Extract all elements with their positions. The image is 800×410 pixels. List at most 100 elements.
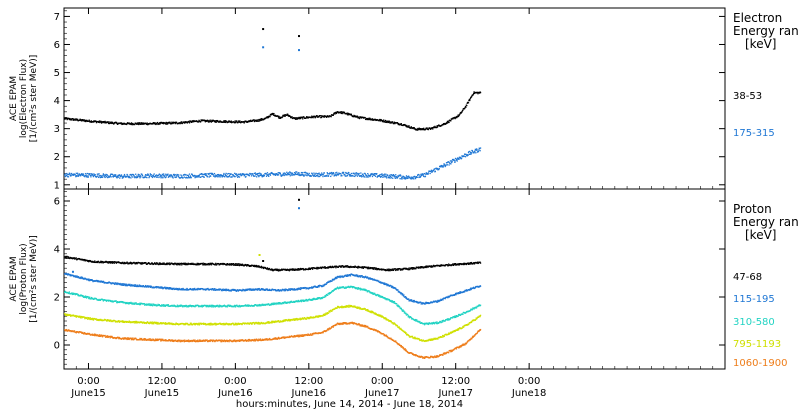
data-point xyxy=(258,175,260,178)
data-point xyxy=(296,171,298,173)
data-point xyxy=(386,120,388,122)
data-point xyxy=(405,312,407,315)
data-point xyxy=(248,175,251,177)
data-point xyxy=(404,177,406,179)
data-point xyxy=(186,174,189,177)
data-point xyxy=(476,148,478,150)
data-point xyxy=(232,173,234,176)
data-point xyxy=(370,173,372,175)
data-point xyxy=(208,120,210,122)
data-point xyxy=(102,173,105,175)
data-point xyxy=(336,112,338,114)
data-point xyxy=(432,128,434,130)
data-point xyxy=(427,266,430,268)
data-point xyxy=(434,170,436,172)
data-point xyxy=(138,303,141,306)
data-point xyxy=(261,289,263,291)
data-point xyxy=(153,262,156,264)
data-point xyxy=(322,284,324,286)
data-point xyxy=(305,287,307,289)
data-point xyxy=(209,119,211,121)
data-point xyxy=(354,275,356,277)
data-point xyxy=(362,173,364,175)
data-point xyxy=(477,93,479,95)
data-point xyxy=(418,176,421,178)
data-point xyxy=(253,264,256,267)
data-point xyxy=(176,304,179,306)
data-point xyxy=(75,257,77,259)
data-point xyxy=(259,174,262,177)
data-point xyxy=(188,173,191,175)
data-point xyxy=(178,122,181,124)
data-point xyxy=(194,176,197,178)
data-point xyxy=(274,268,277,270)
data-point xyxy=(96,280,99,283)
data-point xyxy=(289,268,291,270)
data-point xyxy=(231,264,234,266)
data-point xyxy=(389,175,392,178)
data-point xyxy=(138,174,140,176)
data-point xyxy=(145,176,147,178)
data-point xyxy=(137,173,139,176)
data-point xyxy=(277,172,279,174)
data-point xyxy=(206,120,208,122)
data-point xyxy=(156,263,158,265)
legend-title: Proton xyxy=(733,202,772,216)
data-point xyxy=(109,262,111,264)
data-point xyxy=(126,261,128,263)
data-point xyxy=(377,294,379,296)
data-point xyxy=(223,289,225,292)
data-point xyxy=(475,149,477,151)
data-point xyxy=(265,289,267,291)
data-point xyxy=(79,276,82,279)
data-point xyxy=(294,268,297,270)
data-point xyxy=(286,171,288,173)
data-point xyxy=(164,176,167,179)
data-point xyxy=(414,319,416,322)
data-point xyxy=(465,106,467,108)
data-point xyxy=(122,283,124,285)
data-point xyxy=(257,174,259,177)
data-point xyxy=(404,178,407,180)
data-point xyxy=(144,175,146,177)
data-point xyxy=(128,283,130,285)
data-point xyxy=(107,122,110,125)
data-point xyxy=(218,289,220,291)
data-point xyxy=(235,290,238,292)
data-point xyxy=(477,150,480,153)
data-point xyxy=(473,91,475,93)
data-point xyxy=(180,305,182,307)
data-point xyxy=(394,122,396,125)
data-point xyxy=(115,282,117,284)
data-point xyxy=(473,151,476,153)
data-point xyxy=(224,289,226,291)
data-point xyxy=(116,283,118,286)
data-point xyxy=(253,288,255,290)
data-point xyxy=(262,288,265,290)
data-point xyxy=(256,173,258,176)
data-point xyxy=(272,113,274,115)
data-point xyxy=(323,267,325,269)
data-point xyxy=(479,147,482,149)
data-point xyxy=(103,122,105,124)
data-point xyxy=(334,276,337,279)
data-point xyxy=(187,175,190,178)
data-point xyxy=(113,262,115,264)
outlier-point xyxy=(298,35,301,38)
data-point xyxy=(129,284,131,287)
data-point xyxy=(69,273,71,276)
data-point xyxy=(242,264,244,266)
data-point xyxy=(262,303,264,306)
data-point xyxy=(290,172,292,174)
y-tick-label: 4 xyxy=(54,245,60,256)
data-point xyxy=(188,122,191,124)
data-point xyxy=(273,302,275,304)
data-point xyxy=(457,292,460,294)
data-point xyxy=(96,261,99,264)
data-point xyxy=(189,262,192,265)
data-point xyxy=(179,304,182,306)
data-point xyxy=(479,150,481,152)
data-point xyxy=(407,315,410,317)
data-point xyxy=(86,176,88,178)
data-point xyxy=(290,173,292,176)
